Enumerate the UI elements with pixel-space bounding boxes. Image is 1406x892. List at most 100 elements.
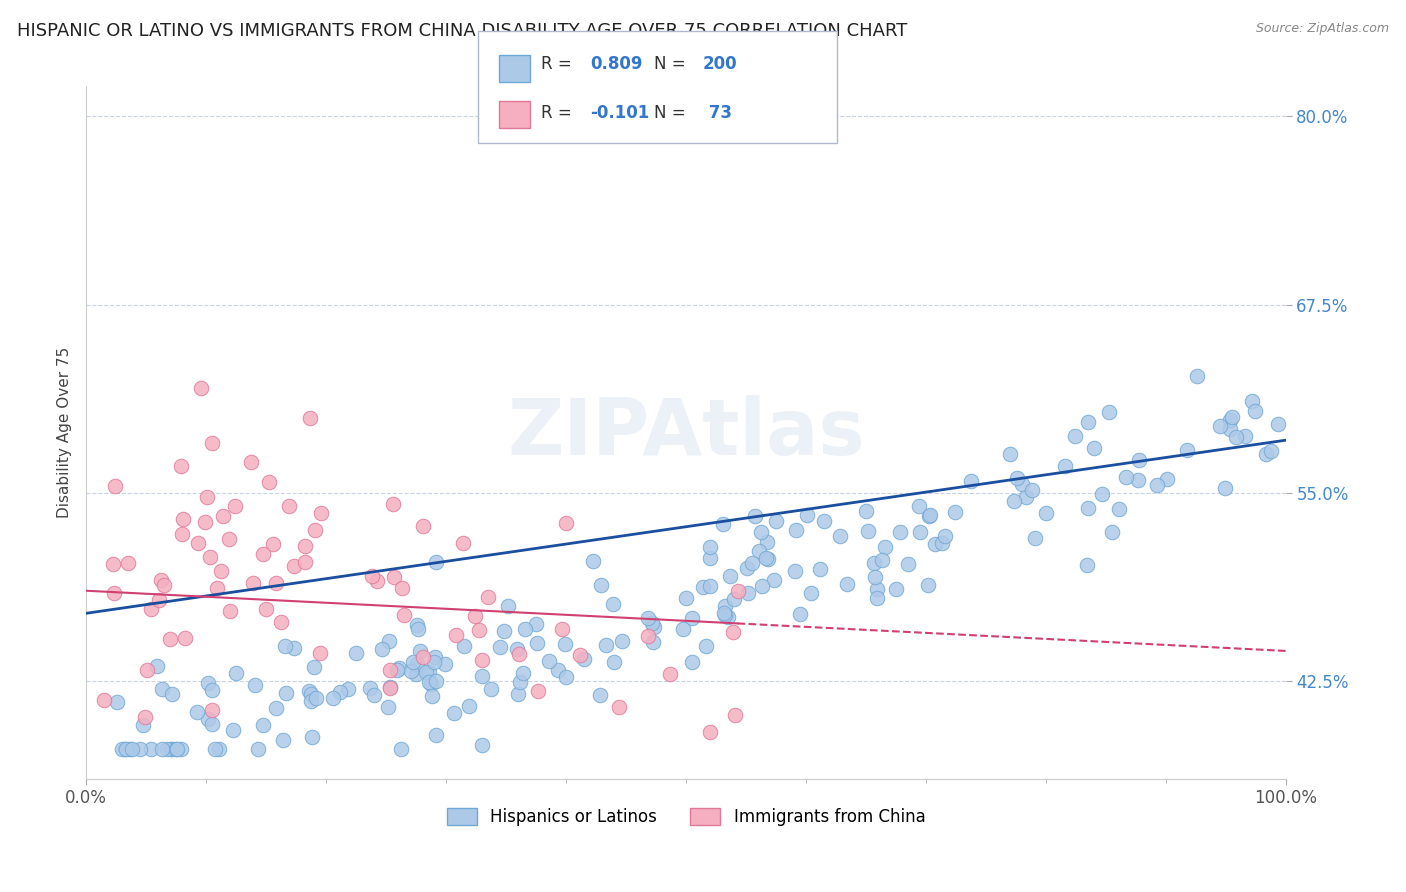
Point [370, 642, 392, 657]
Point [366, 574, 388, 589]
Point [1213, 481, 1236, 495]
Point [423, 650, 446, 665]
Point [222, 723, 245, 738]
Point [756, 552, 779, 566]
Point [610, 634, 633, 648]
Point [1004, 493, 1026, 508]
Point [207, 581, 229, 595]
Point [554, 669, 576, 683]
Point [451, 536, 474, 550]
Text: R =: R = [541, 55, 578, 73]
Point [262, 537, 284, 551]
Point [897, 558, 920, 572]
Point [524, 617, 547, 632]
Point [471, 738, 494, 752]
Point [152, 681, 174, 696]
Point [737, 586, 759, 600]
Point [159, 632, 181, 646]
Point [294, 539, 316, 553]
Point [931, 536, 953, 550]
Text: N =: N = [654, 55, 690, 73]
Point [93, 692, 115, 706]
Point [170, 741, 193, 756]
Point [405, 667, 427, 681]
Point [1077, 500, 1099, 515]
Point [1083, 442, 1105, 456]
Point [160, 741, 183, 756]
Point [492, 624, 515, 638]
Point [276, 686, 298, 700]
Point [252, 718, 274, 732]
Point [412, 518, 434, 533]
Text: R =: R = [541, 103, 578, 121]
Point [762, 573, 785, 587]
Point [723, 591, 745, 606]
Point [643, 635, 665, 649]
Point [139, 741, 162, 756]
Point [121, 741, 143, 756]
Point [1225, 429, 1247, 443]
Point [506, 687, 529, 701]
Point [309, 646, 332, 660]
Point [382, 570, 405, 584]
Point [569, 648, 592, 662]
Point [886, 582, 908, 596]
Point [711, 517, 734, 532]
Point [363, 688, 385, 702]
Point [513, 622, 536, 636]
Point [453, 639, 475, 653]
Point [128, 741, 150, 756]
Point [402, 655, 425, 669]
Point [489, 640, 512, 655]
Point [699, 579, 721, 593]
Point [496, 599, 519, 613]
Point [737, 560, 759, 574]
Point [278, 499, 301, 513]
Point [603, 655, 626, 669]
Point [1260, 443, 1282, 458]
Point [960, 474, 983, 488]
Point [246, 741, 269, 756]
Point [464, 609, 486, 624]
Point [1240, 393, 1263, 408]
Point [1220, 410, 1243, 425]
Text: HISPANIC OR LATINO VS IMMIGRANTS FROM CHINA DISABILITY AGE OVER 75 CORRELATION C: HISPANIC OR LATINO VS IMMIGRANTS FROM CH… [17, 22, 907, 40]
Point [392, 607, 415, 622]
Point [748, 544, 770, 558]
Text: 73: 73 [703, 103, 733, 121]
Point [813, 514, 835, 528]
Point [1115, 470, 1137, 484]
Point [756, 535, 779, 549]
Point [197, 676, 219, 690]
Point [512, 665, 534, 680]
Point [675, 591, 697, 605]
Point [554, 637, 576, 651]
Point [165, 741, 187, 756]
Point [322, 690, 344, 705]
Point [744, 508, 766, 523]
Point [409, 644, 432, 658]
Point [699, 725, 721, 739]
Point [134, 710, 156, 724]
Point [385, 664, 408, 678]
Point [420, 689, 443, 703]
Point [1267, 417, 1289, 431]
Point [1053, 459, 1076, 474]
Point [301, 731, 323, 745]
Point [870, 553, 893, 567]
Point [1076, 558, 1098, 572]
Point [555, 516, 578, 531]
Point [785, 524, 807, 538]
Point [283, 641, 305, 656]
Point [201, 703, 224, 717]
Point [118, 741, 141, 756]
Point [471, 669, 494, 683]
Point [418, 674, 440, 689]
Point [1244, 404, 1267, 418]
Point [699, 551, 721, 566]
Point [156, 741, 179, 756]
Point [195, 490, 218, 504]
Point [713, 606, 735, 620]
Point [194, 515, 217, 529]
Point [695, 640, 717, 654]
